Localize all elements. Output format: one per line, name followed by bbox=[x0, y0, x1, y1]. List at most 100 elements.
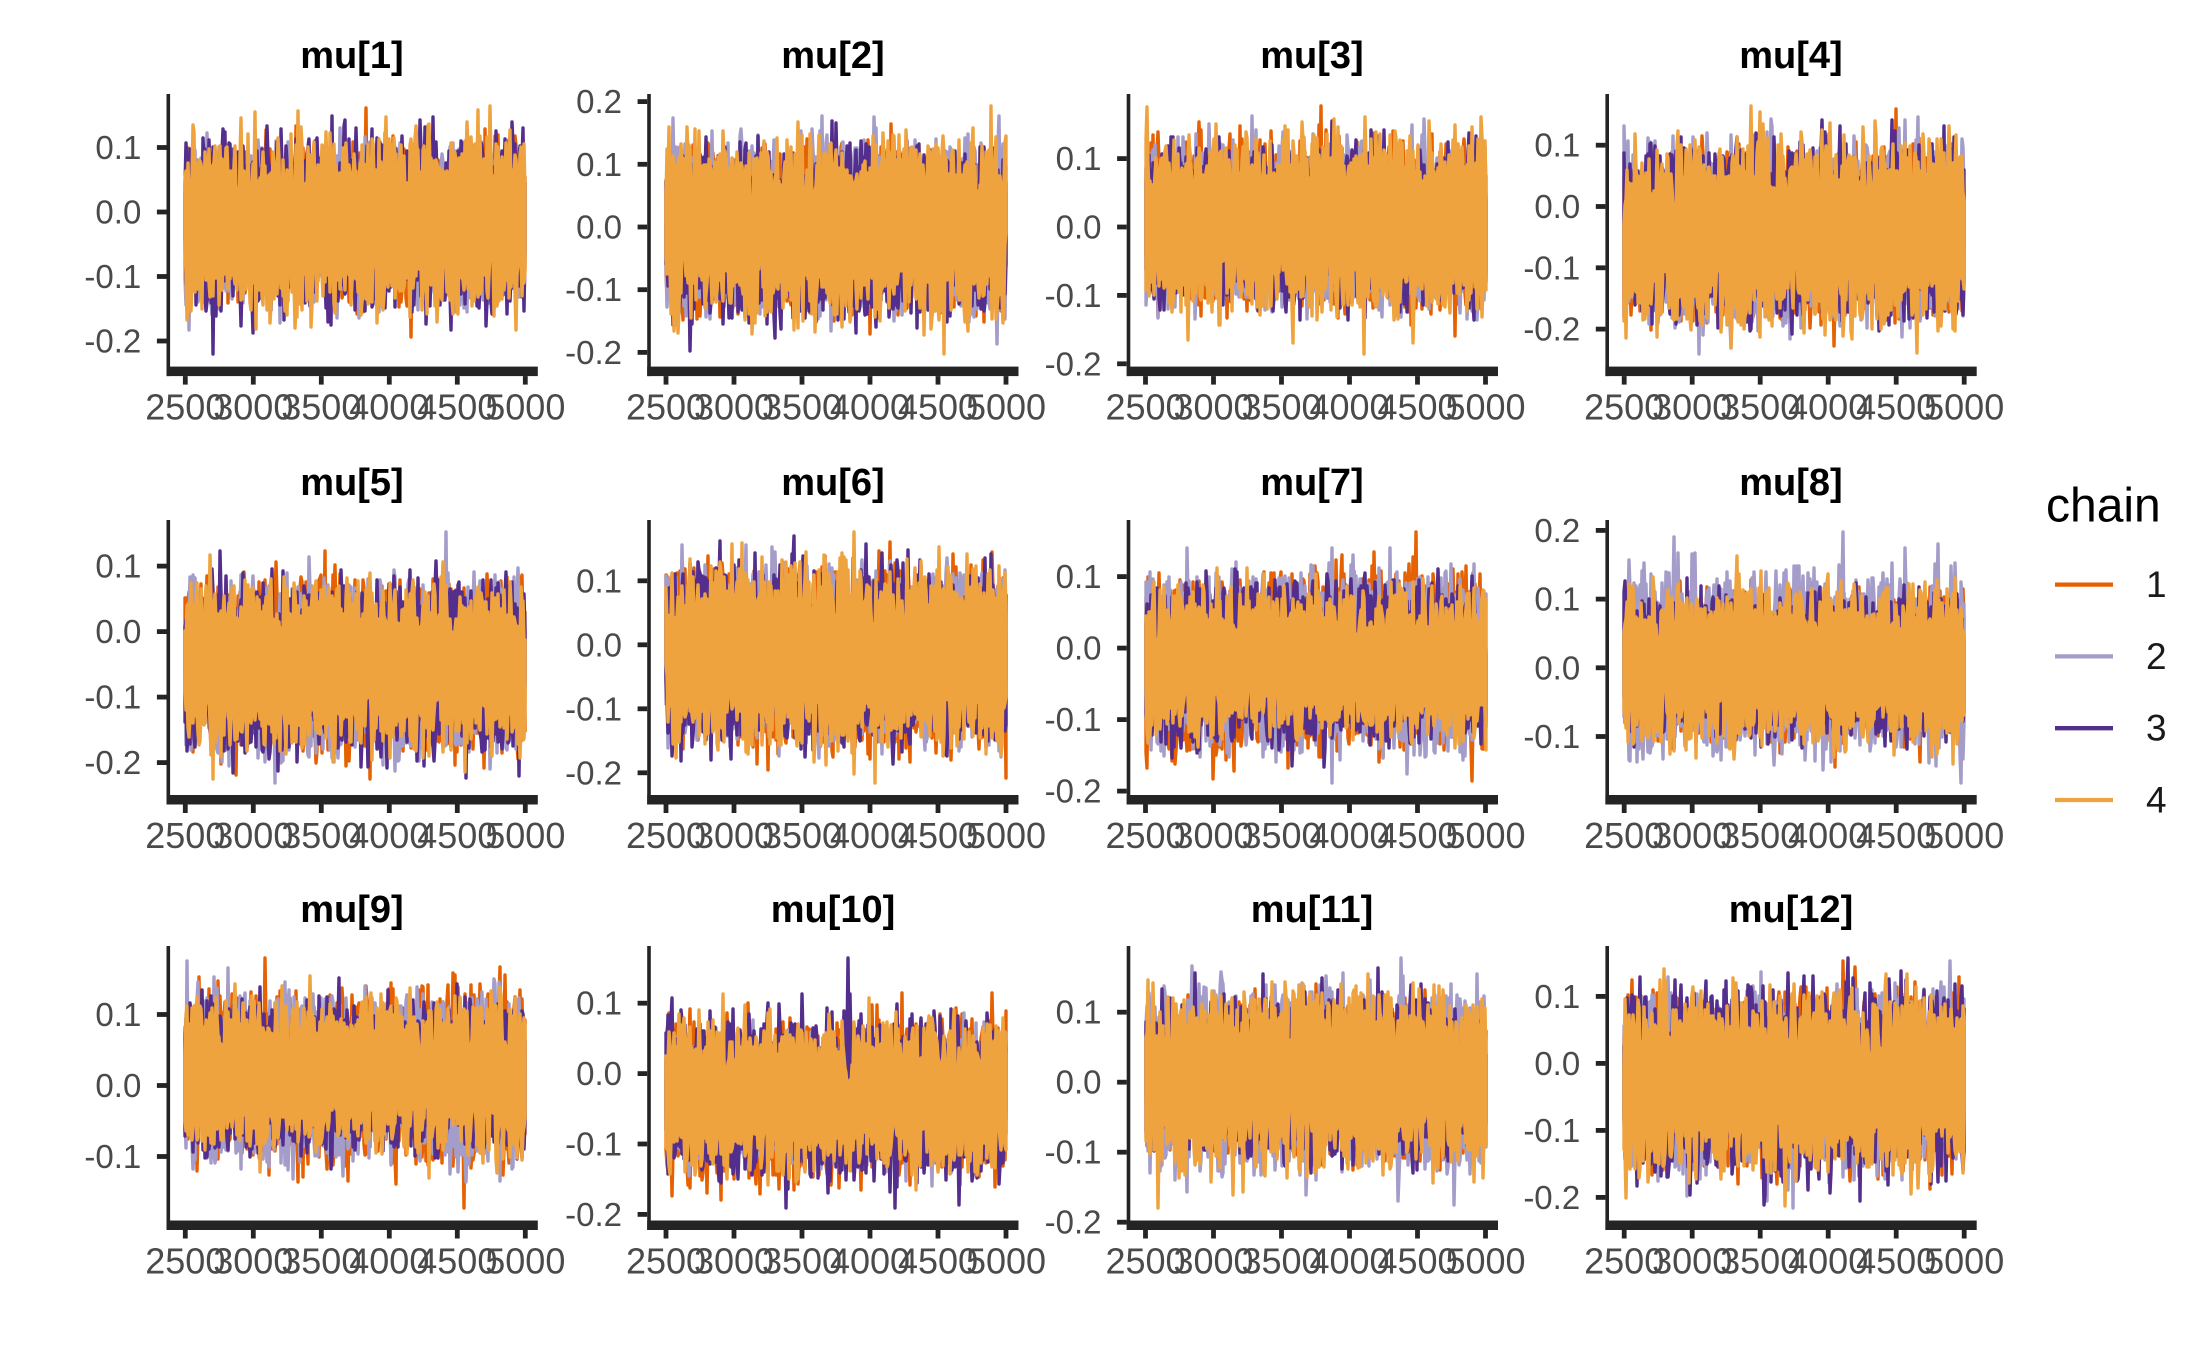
svg-text:0.2: 0.2 bbox=[576, 83, 622, 120]
svg-text:4500: 4500 bbox=[1377, 1241, 1457, 1282]
svg-text:0.1: 0.1 bbox=[1056, 994, 1102, 1031]
svg-text:4500: 4500 bbox=[898, 815, 978, 856]
svg-text:0.2: 0.2 bbox=[1534, 512, 1580, 549]
svg-text:0.0: 0.0 bbox=[576, 1055, 622, 1092]
svg-text:0.1: 0.1 bbox=[1534, 581, 1580, 618]
svg-text:mu[9]: mu[9] bbox=[300, 889, 403, 931]
svg-text:5000: 5000 bbox=[1924, 1241, 2004, 1282]
svg-text:0.0: 0.0 bbox=[95, 194, 141, 231]
svg-text:mu[1]: mu[1] bbox=[300, 35, 403, 77]
svg-text:5000: 5000 bbox=[966, 815, 1046, 856]
svg-text:0.1: 0.1 bbox=[1534, 978, 1580, 1015]
svg-text:3000: 3000 bbox=[1652, 1241, 1732, 1282]
svg-text:mu[4]: mu[4] bbox=[1739, 35, 1842, 77]
svg-text:4000: 4000 bbox=[830, 1241, 910, 1282]
svg-text:3500: 3500 bbox=[1241, 815, 1321, 856]
svg-text:5000: 5000 bbox=[1445, 1241, 1525, 1282]
svg-text:mu[2]: mu[2] bbox=[781, 35, 884, 77]
svg-text:4500: 4500 bbox=[898, 387, 978, 428]
svg-text:2500: 2500 bbox=[626, 387, 706, 428]
svg-text:4000: 4000 bbox=[830, 815, 910, 856]
svg-text:3000: 3000 bbox=[213, 387, 293, 428]
svg-text:mu[8]: mu[8] bbox=[1739, 462, 1842, 504]
svg-text:3000: 3000 bbox=[1173, 815, 1253, 856]
svg-text:3500: 3500 bbox=[762, 1241, 842, 1282]
svg-text:-0.1: -0.1 bbox=[1045, 701, 1102, 738]
svg-text:2500: 2500 bbox=[145, 387, 225, 428]
svg-text:5000: 5000 bbox=[966, 1241, 1046, 1282]
svg-text:5000: 5000 bbox=[1924, 387, 2004, 428]
svg-text:4500: 4500 bbox=[1856, 387, 1936, 428]
svg-text:4000: 4000 bbox=[830, 387, 910, 428]
svg-text:-0.1: -0.1 bbox=[1523, 249, 1580, 286]
svg-text:5000: 5000 bbox=[1445, 815, 1525, 856]
svg-text:4500: 4500 bbox=[1377, 815, 1457, 856]
svg-text:3000: 3000 bbox=[694, 815, 774, 856]
svg-text:-0.1: -0.1 bbox=[1523, 1112, 1580, 1149]
svg-text:-0.2: -0.2 bbox=[1523, 311, 1580, 348]
svg-text:4000: 4000 bbox=[349, 1241, 429, 1282]
svg-text:3000: 3000 bbox=[213, 815, 293, 856]
svg-text:0.1: 0.1 bbox=[576, 146, 622, 183]
svg-text:5000: 5000 bbox=[485, 1241, 565, 1282]
svg-text:4500: 4500 bbox=[898, 1241, 978, 1282]
svg-text:4000: 4000 bbox=[1309, 1241, 1389, 1282]
svg-text:0.0: 0.0 bbox=[1534, 1045, 1580, 1082]
svg-text:-0.2: -0.2 bbox=[565, 1196, 622, 1233]
svg-text:mu[10]: mu[10] bbox=[771, 889, 896, 931]
svg-text:-0.1: -0.1 bbox=[84, 1138, 141, 1175]
svg-text:mu[6]: mu[6] bbox=[781, 462, 884, 504]
svg-text:0.1: 0.1 bbox=[576, 985, 622, 1022]
svg-text:3500: 3500 bbox=[1241, 387, 1321, 428]
svg-text:2500: 2500 bbox=[145, 815, 225, 856]
svg-text:5000: 5000 bbox=[485, 387, 565, 428]
svg-text:3000: 3000 bbox=[1652, 387, 1732, 428]
svg-text:0.0: 0.0 bbox=[1056, 209, 1102, 246]
svg-text:0.0: 0.0 bbox=[576, 626, 622, 663]
svg-text:-0.2: -0.2 bbox=[1045, 773, 1102, 810]
svg-text:2500: 2500 bbox=[1105, 1241, 1185, 1282]
svg-text:3500: 3500 bbox=[1720, 387, 1800, 428]
svg-text:4500: 4500 bbox=[417, 1241, 497, 1282]
svg-text:0.1: 0.1 bbox=[95, 996, 141, 1033]
svg-text:4500: 4500 bbox=[417, 387, 497, 428]
svg-text:4000: 4000 bbox=[1788, 1241, 1868, 1282]
svg-text:3500: 3500 bbox=[1720, 815, 1800, 856]
svg-text:3500: 3500 bbox=[281, 815, 361, 856]
svg-text:3000: 3000 bbox=[1173, 387, 1253, 428]
svg-text:3500: 3500 bbox=[762, 815, 842, 856]
svg-text:0.0: 0.0 bbox=[95, 1067, 141, 1104]
svg-text:0.1: 0.1 bbox=[1534, 127, 1580, 164]
svg-text:-0.1: -0.1 bbox=[565, 271, 622, 308]
svg-text:3500: 3500 bbox=[1241, 1241, 1321, 1282]
svg-text:mu[12]: mu[12] bbox=[1729, 889, 1854, 931]
svg-text:3500: 3500 bbox=[762, 387, 842, 428]
svg-text:2500: 2500 bbox=[1584, 387, 1664, 428]
svg-text:4000: 4000 bbox=[1788, 815, 1868, 856]
svg-text:-0.1: -0.1 bbox=[84, 258, 141, 295]
svg-text:mu[7]: mu[7] bbox=[1260, 462, 1363, 504]
svg-text:3500: 3500 bbox=[281, 387, 361, 428]
svg-text:-0.2: -0.2 bbox=[84, 323, 141, 360]
svg-text:-0.2: -0.2 bbox=[84, 744, 141, 781]
svg-text:2500: 2500 bbox=[626, 1241, 706, 1282]
svg-text:2500: 2500 bbox=[1584, 1241, 1664, 1282]
svg-text:2500: 2500 bbox=[1584, 815, 1664, 856]
svg-text:3000: 3000 bbox=[694, 1241, 774, 1282]
svg-text:mu[3]: mu[3] bbox=[1260, 35, 1363, 77]
svg-text:0.0: 0.0 bbox=[1534, 649, 1580, 686]
svg-text:0.0: 0.0 bbox=[1056, 630, 1102, 667]
svg-text:0.0: 0.0 bbox=[95, 613, 141, 650]
svg-text:4500: 4500 bbox=[1377, 387, 1457, 428]
svg-text:chain: chain bbox=[2046, 480, 2161, 533]
svg-text:-0.2: -0.2 bbox=[565, 334, 622, 371]
svg-text:3: 3 bbox=[2146, 708, 2167, 749]
svg-text:2500: 2500 bbox=[145, 1241, 225, 1282]
svg-text:4000: 4000 bbox=[1309, 387, 1389, 428]
svg-text:4: 4 bbox=[2146, 780, 2167, 821]
svg-text:4500: 4500 bbox=[1856, 1241, 1936, 1282]
svg-text:4000: 4000 bbox=[349, 815, 429, 856]
svg-text:4000: 4000 bbox=[1788, 387, 1868, 428]
svg-text:-0.1: -0.1 bbox=[565, 1126, 622, 1163]
svg-text:-0.1: -0.1 bbox=[84, 679, 141, 716]
